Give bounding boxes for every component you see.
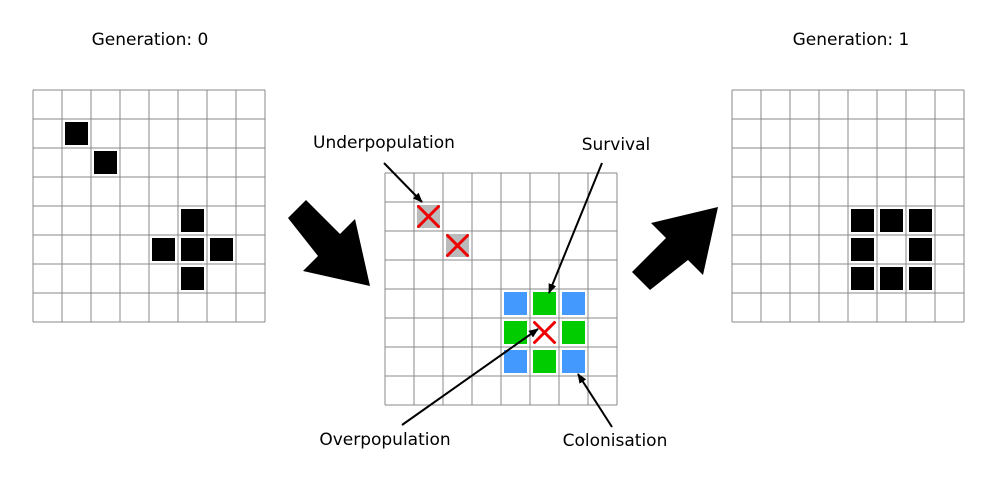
colonisation-pointer xyxy=(577,373,613,428)
born-cell xyxy=(504,292,527,315)
transition-grid xyxy=(384,172,618,406)
generation-0-grid xyxy=(32,89,266,323)
alive-cell xyxy=(210,238,233,261)
survival-label: Survival xyxy=(582,135,651,155)
alive-cell xyxy=(181,238,204,261)
block-arrow-down-right xyxy=(288,200,370,286)
survival-pointer xyxy=(548,162,603,294)
alive-cell xyxy=(851,209,874,232)
survive-cell xyxy=(533,350,556,373)
underpopulation-label: Underpopulation xyxy=(313,133,455,153)
survive-cell xyxy=(504,321,527,344)
generation-1-grid xyxy=(731,89,965,323)
alive-cell xyxy=(880,267,903,290)
born-cell xyxy=(562,292,585,315)
death-cross-icon xyxy=(446,234,469,257)
alive-cell xyxy=(181,209,204,232)
overpopulation-label: Overpopulation xyxy=(319,430,450,450)
alive-cell xyxy=(65,122,88,145)
alive-cell xyxy=(851,267,874,290)
survive-cell xyxy=(562,321,585,344)
underpopulation-pointer xyxy=(383,162,423,203)
generation-0-label: Generation: 0 xyxy=(92,30,209,50)
alive-cell xyxy=(181,267,204,290)
death-cross-icon xyxy=(417,205,440,228)
block-arrow-up-right xyxy=(632,207,718,290)
born-cell xyxy=(504,350,527,373)
alive-cell xyxy=(880,209,903,232)
colonisation-label: Colonisation xyxy=(563,431,668,451)
alive-cell xyxy=(851,238,874,261)
survive-cell xyxy=(533,292,556,315)
born-cell xyxy=(562,350,585,373)
alive-cell xyxy=(909,267,932,290)
alive-cell xyxy=(94,151,117,174)
death-cross-icon xyxy=(533,321,556,344)
alive-cell xyxy=(152,238,175,261)
overpopulation-pointer xyxy=(401,328,539,426)
alive-cell xyxy=(909,238,932,261)
alive-cell xyxy=(909,209,932,232)
generation-1-label: Generation: 1 xyxy=(793,30,910,50)
